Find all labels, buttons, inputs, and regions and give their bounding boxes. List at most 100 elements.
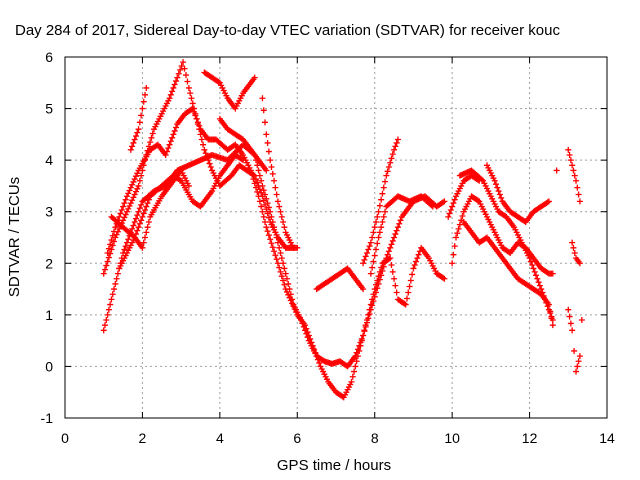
data-point bbox=[263, 206, 270, 213]
data-point bbox=[459, 213, 466, 220]
data-point bbox=[285, 291, 292, 298]
data-point bbox=[162, 151, 169, 158]
data-point bbox=[184, 78, 191, 85]
data-point bbox=[134, 185, 141, 192]
data-point bbox=[215, 78, 222, 85]
data-point bbox=[387, 244, 394, 251]
y-tick-label: 6 bbox=[45, 49, 53, 65]
data-point bbox=[367, 270, 374, 277]
data-point bbox=[576, 353, 583, 360]
data-point bbox=[188, 95, 195, 102]
data-point bbox=[135, 126, 142, 133]
data-point bbox=[267, 236, 274, 243]
data-point bbox=[166, 141, 173, 148]
data-point bbox=[268, 240, 275, 247]
data-point bbox=[116, 213, 123, 220]
data-point bbox=[402, 301, 409, 308]
data-point bbox=[132, 133, 139, 140]
data-point bbox=[105, 306, 112, 313]
data-point bbox=[140, 239, 147, 246]
data-point bbox=[405, 289, 412, 296]
data-point bbox=[393, 289, 400, 296]
y-tick-label: 0 bbox=[45, 358, 53, 374]
data-point bbox=[105, 254, 112, 261]
data-point bbox=[125, 236, 132, 243]
data-point bbox=[394, 136, 401, 143]
data-point bbox=[495, 188, 502, 195]
data-point bbox=[376, 229, 383, 236]
data-point bbox=[185, 84, 192, 91]
data-point bbox=[385, 248, 392, 255]
data-point bbox=[496, 191, 503, 198]
data-point bbox=[352, 363, 359, 370]
data-point bbox=[260, 213, 267, 220]
data-point bbox=[202, 150, 209, 157]
data-point bbox=[256, 186, 263, 193]
data-point bbox=[280, 277, 287, 284]
data-point bbox=[191, 105, 198, 112]
data-point bbox=[316, 359, 323, 366]
data-point bbox=[171, 127, 178, 134]
data-point bbox=[360, 286, 367, 293]
data-point bbox=[258, 203, 265, 210]
data-point bbox=[526, 255, 533, 262]
data-point bbox=[553, 167, 560, 174]
data-point bbox=[304, 329, 311, 336]
data-point bbox=[263, 224, 270, 231]
data-point bbox=[305, 332, 312, 339]
data-point bbox=[131, 176, 138, 183]
data-point bbox=[129, 197, 136, 204]
data-point bbox=[374, 240, 381, 247]
data-point bbox=[205, 157, 212, 164]
data-point bbox=[123, 193, 130, 200]
data-point bbox=[132, 173, 139, 180]
data-point bbox=[440, 199, 447, 206]
data-point bbox=[396, 220, 403, 227]
data-point bbox=[534, 275, 541, 282]
data-point bbox=[575, 191, 582, 198]
y-axis-label: SDTVAR / TECUs bbox=[6, 177, 23, 297]
data-point bbox=[121, 214, 128, 221]
data-point bbox=[251, 172, 258, 179]
data-point bbox=[351, 368, 358, 375]
data-point bbox=[456, 221, 463, 228]
y-tick-label: 3 bbox=[45, 204, 53, 220]
data-point bbox=[263, 167, 270, 174]
data-point bbox=[203, 153, 210, 160]
data-point bbox=[278, 255, 285, 262]
data-point bbox=[130, 178, 137, 185]
data-point bbox=[109, 291, 116, 298]
data-point bbox=[547, 308, 554, 315]
data-point bbox=[140, 162, 147, 169]
data-point bbox=[170, 131, 177, 138]
data-point bbox=[391, 146, 398, 153]
data-point bbox=[165, 145, 172, 152]
data-point bbox=[258, 177, 265, 184]
data-point bbox=[131, 191, 138, 198]
data-point bbox=[370, 229, 377, 236]
data-point bbox=[134, 170, 141, 177]
data-point bbox=[474, 197, 481, 204]
data-point bbox=[267, 157, 274, 164]
data-point bbox=[454, 230, 461, 237]
data-point bbox=[393, 139, 400, 146]
data-point bbox=[277, 208, 284, 215]
data-point bbox=[574, 184, 581, 191]
data-point bbox=[529, 262, 536, 269]
data-point bbox=[120, 217, 127, 224]
data-point bbox=[206, 160, 213, 167]
data-point bbox=[282, 270, 289, 277]
data-point bbox=[365, 246, 372, 253]
data-point bbox=[277, 249, 284, 256]
data-point bbox=[450, 200, 457, 207]
data-point bbox=[100, 270, 107, 277]
data-point bbox=[441, 198, 448, 205]
data-point bbox=[535, 279, 542, 286]
data-point bbox=[200, 141, 207, 148]
data-point bbox=[360, 260, 367, 267]
data-point bbox=[139, 213, 146, 220]
data-point bbox=[258, 189, 265, 196]
data-point bbox=[139, 105, 146, 112]
data-point bbox=[170, 84, 177, 91]
x-tick-label: 10 bbox=[444, 430, 460, 446]
